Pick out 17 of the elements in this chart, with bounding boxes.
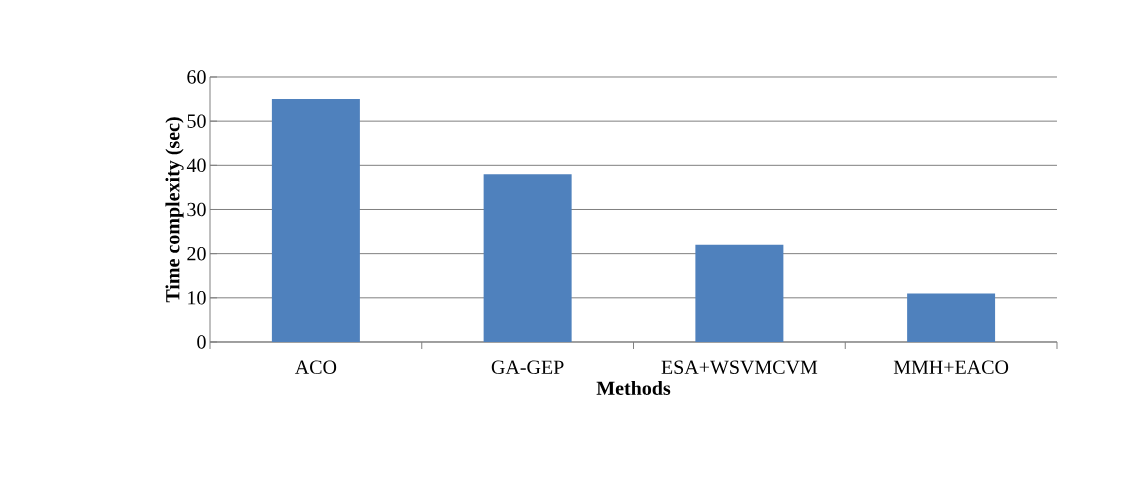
y-axis-title: Time complexity (sec) [165,117,184,303]
x-axis-title: Methods [596,380,671,395]
y-tick-label: 50 [187,114,206,128]
bar [271,99,360,342]
y-tick-label: 30 [187,202,206,217]
bar [907,293,996,342]
bar [483,174,572,342]
bar [695,244,784,342]
y-tick-label: 20 [187,246,206,261]
y-tick-label: 40 [186,158,206,173]
x-tick-label: MMH+EACO [893,360,1009,374]
x-tick-label: ACO [294,360,337,374]
x-tick-label: GA-GEP [491,360,564,374]
x-tick-label: ESA+WSVMCVM [661,360,818,375]
y-tick-label: 10 [188,291,206,305]
y-tick-label: 0 [197,335,206,349]
y-tick-label: 60 [187,70,206,84]
